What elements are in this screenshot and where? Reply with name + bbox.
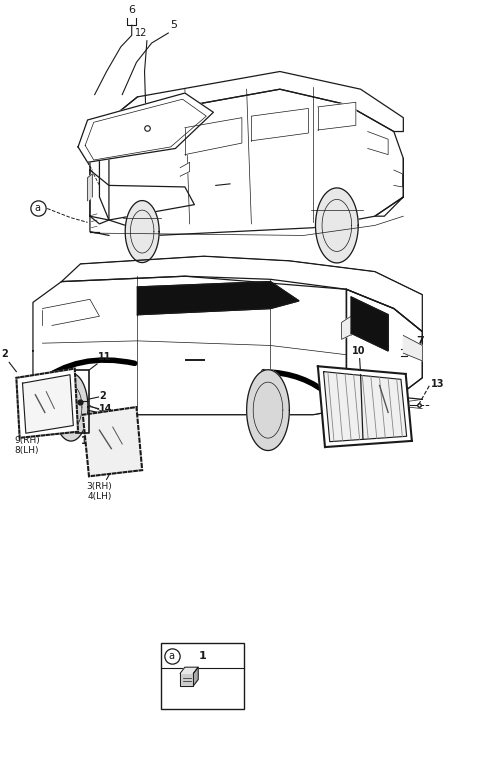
Text: 9(RH): 9(RH) [14,436,40,445]
Text: 3(RH): 3(RH) [86,482,112,490]
Polygon shape [252,109,308,141]
Text: 10: 10 [351,346,365,356]
Text: a: a [168,651,175,662]
Text: 6: 6 [128,5,135,15]
Polygon shape [342,316,351,339]
Text: 2: 2 [1,348,8,359]
Polygon shape [137,281,299,315]
Polygon shape [193,667,198,685]
Text: 7: 7 [417,336,424,346]
Polygon shape [90,120,109,224]
Polygon shape [368,132,388,155]
Text: 15: 15 [81,436,94,446]
Text: 8(LH): 8(LH) [14,446,38,455]
Polygon shape [99,89,403,235]
Text: 2: 2 [99,390,106,400]
Text: 5: 5 [171,20,178,30]
Polygon shape [42,299,99,325]
Polygon shape [78,93,214,163]
Polygon shape [324,372,407,442]
Polygon shape [90,170,194,220]
Polygon shape [315,188,358,263]
Text: 14: 14 [99,403,113,413]
Text: 4(LH): 4(LH) [87,492,112,500]
Polygon shape [180,163,190,176]
Polygon shape [125,200,159,263]
Text: 13: 13 [431,379,444,389]
Polygon shape [61,256,422,332]
Text: 1: 1 [199,651,207,662]
Polygon shape [180,673,193,685]
Polygon shape [318,366,412,447]
Polygon shape [16,369,78,438]
Polygon shape [87,173,92,200]
Polygon shape [23,375,73,433]
Polygon shape [83,407,142,476]
Polygon shape [33,276,422,415]
Polygon shape [247,370,289,450]
Polygon shape [180,667,198,673]
Polygon shape [109,72,403,132]
Polygon shape [351,297,388,351]
Text: a: a [35,204,41,214]
Text: 12: 12 [135,28,147,38]
Polygon shape [54,373,88,441]
Polygon shape [347,289,422,399]
Polygon shape [185,118,242,155]
Bar [161,643,244,709]
Text: 11: 11 [98,352,111,362]
Polygon shape [403,335,422,361]
Polygon shape [318,103,356,130]
